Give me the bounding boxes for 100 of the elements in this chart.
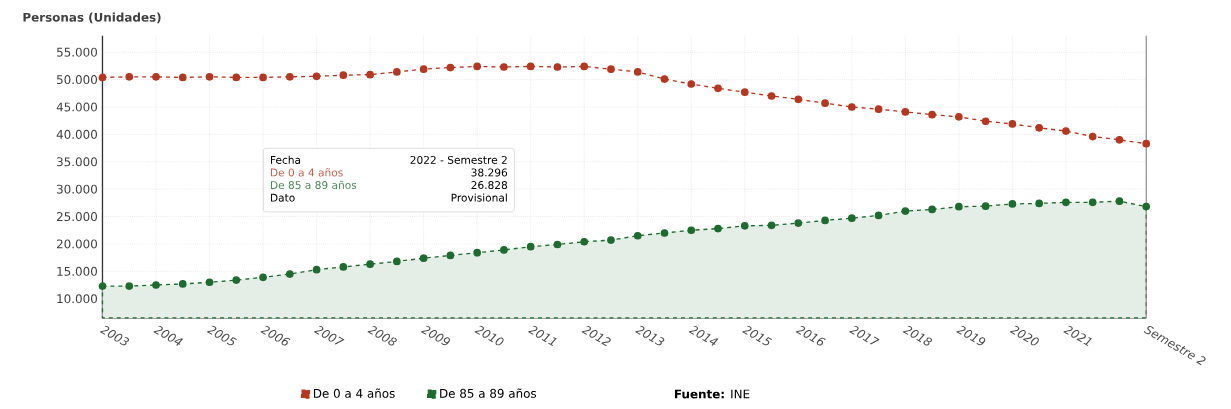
- point: [901, 207, 910, 215]
- point: [1142, 139, 1151, 148]
- point: [500, 63, 508, 71]
- point: [393, 257, 401, 266]
- x-tick-label: 2003: [99, 325, 130, 346]
- point: [259, 73, 267, 82]
- point: [740, 221, 749, 230]
- point: [285, 270, 294, 278]
- point: [1035, 199, 1043, 208]
- point: [928, 110, 936, 119]
- point: [1035, 123, 1043, 132]
- point: [1088, 132, 1097, 141]
- point: [794, 95, 803, 104]
- point: [607, 236, 615, 244]
- point: [125, 282, 134, 290]
- point: [607, 65, 615, 73]
- point: [259, 273, 267, 282]
- y-tick-label: 25.000: [56, 211, 97, 221]
- text: Fuente: INE: [675, 389, 750, 399]
- x-tick-label: 2009: [420, 325, 451, 346]
- point: [152, 281, 160, 289]
- annotation: 26.828: [471, 180, 508, 189]
- point: [660, 75, 669, 83]
- point: [125, 72, 134, 81]
- point: [1062, 198, 1070, 206]
- annotation: Provisional: [451, 193, 507, 202]
- point: [580, 62, 589, 71]
- y-tick-label: 15.000: [57, 266, 97, 276]
- point: [1115, 197, 1124, 205]
- x-tick-label: 2016: [795, 325, 826, 346]
- point: [955, 202, 963, 211]
- annotation: De 0 a 4 años: [270, 167, 343, 177]
- point: [714, 224, 722, 233]
- point: [473, 248, 481, 257]
- x-tick-label: 2018: [902, 325, 933, 346]
- point: [205, 278, 214, 286]
- point: [1062, 127, 1070, 135]
- point: [339, 262, 348, 271]
- point: [580, 237, 589, 246]
- point: [955, 112, 963, 121]
- annotation: Dato: [270, 193, 295, 202]
- x-tick-label: 2008: [367, 325, 397, 346]
- x-tick-label: 2011: [528, 325, 557, 346]
- point: [553, 63, 562, 71]
- point: [312, 72, 321, 80]
- y-tick-label: 35.000: [57, 157, 97, 167]
- point: [660, 229, 669, 237]
- point: [1115, 135, 1124, 144]
- point: [847, 103, 856, 111]
- point: [152, 72, 160, 81]
- y-tick-label: 10.000: [57, 294, 97, 304]
- point: [874, 105, 883, 113]
- point: [901, 107, 910, 116]
- point: [312, 265, 321, 274]
- x-tick-label: 2019: [956, 325, 986, 346]
- x-tick-label: 2014: [688, 325, 719, 346]
- point: [553, 240, 562, 249]
- point: [526, 242, 535, 251]
- y-axis-title: Personas (Unidades): [23, 12, 161, 24]
- x-tick-label: 2017: [849, 325, 880, 345]
- point: [633, 231, 642, 240]
- point: [981, 202, 990, 210]
- point: [981, 117, 990, 125]
- x-tick-label: 2007: [313, 325, 345, 345]
- point: [767, 92, 776, 100]
- annotation: De 85 a 89 años: [270, 180, 357, 189]
- x-tick-label: 2020: [1009, 325, 1039, 346]
- point: [500, 245, 508, 254]
- point: [1008, 119, 1017, 128]
- y-tick-label: 55.000: [57, 47, 97, 57]
- point: [714, 84, 722, 93]
- point: [446, 63, 455, 72]
- y-tick-label: 50.000: [57, 74, 97, 84]
- y-tick-label: 45.000: [56, 102, 97, 112]
- point: [874, 211, 883, 220]
- x-tick-label: 2013: [635, 325, 665, 346]
- point: [740, 88, 749, 96]
- point: [526, 62, 535, 71]
- y-tick-label: 20.000: [56, 239, 97, 249]
- x-tick-label: 2005: [206, 325, 237, 346]
- point: [767, 221, 776, 230]
- point: [419, 254, 428, 262]
- point: [419, 65, 428, 73]
- point: [847, 214, 856, 222]
- y-tick-label: 30.000: [57, 184, 97, 194]
- x-tick-label: 2015: [742, 325, 773, 346]
- point: [1142, 202, 1151, 211]
- point: [366, 70, 374, 79]
- legend-label: De 0 a 4 años: [313, 388, 395, 398]
- x-tick-label: 2006: [260, 325, 291, 346]
- point: [687, 226, 696, 234]
- annotation: 2022 - Semestre 2: [410, 155, 507, 164]
- point: [928, 205, 936, 214]
- point: [285, 72, 294, 81]
- x-tick-label: 2004: [153, 325, 184, 346]
- y-tick-label: 40.000: [56, 129, 97, 139]
- legend-label: De 85 a 89 años: [440, 388, 537, 398]
- point: [687, 79, 696, 88]
- x-tick-label: 2012: [581, 325, 611, 347]
- point: [473, 62, 481, 71]
